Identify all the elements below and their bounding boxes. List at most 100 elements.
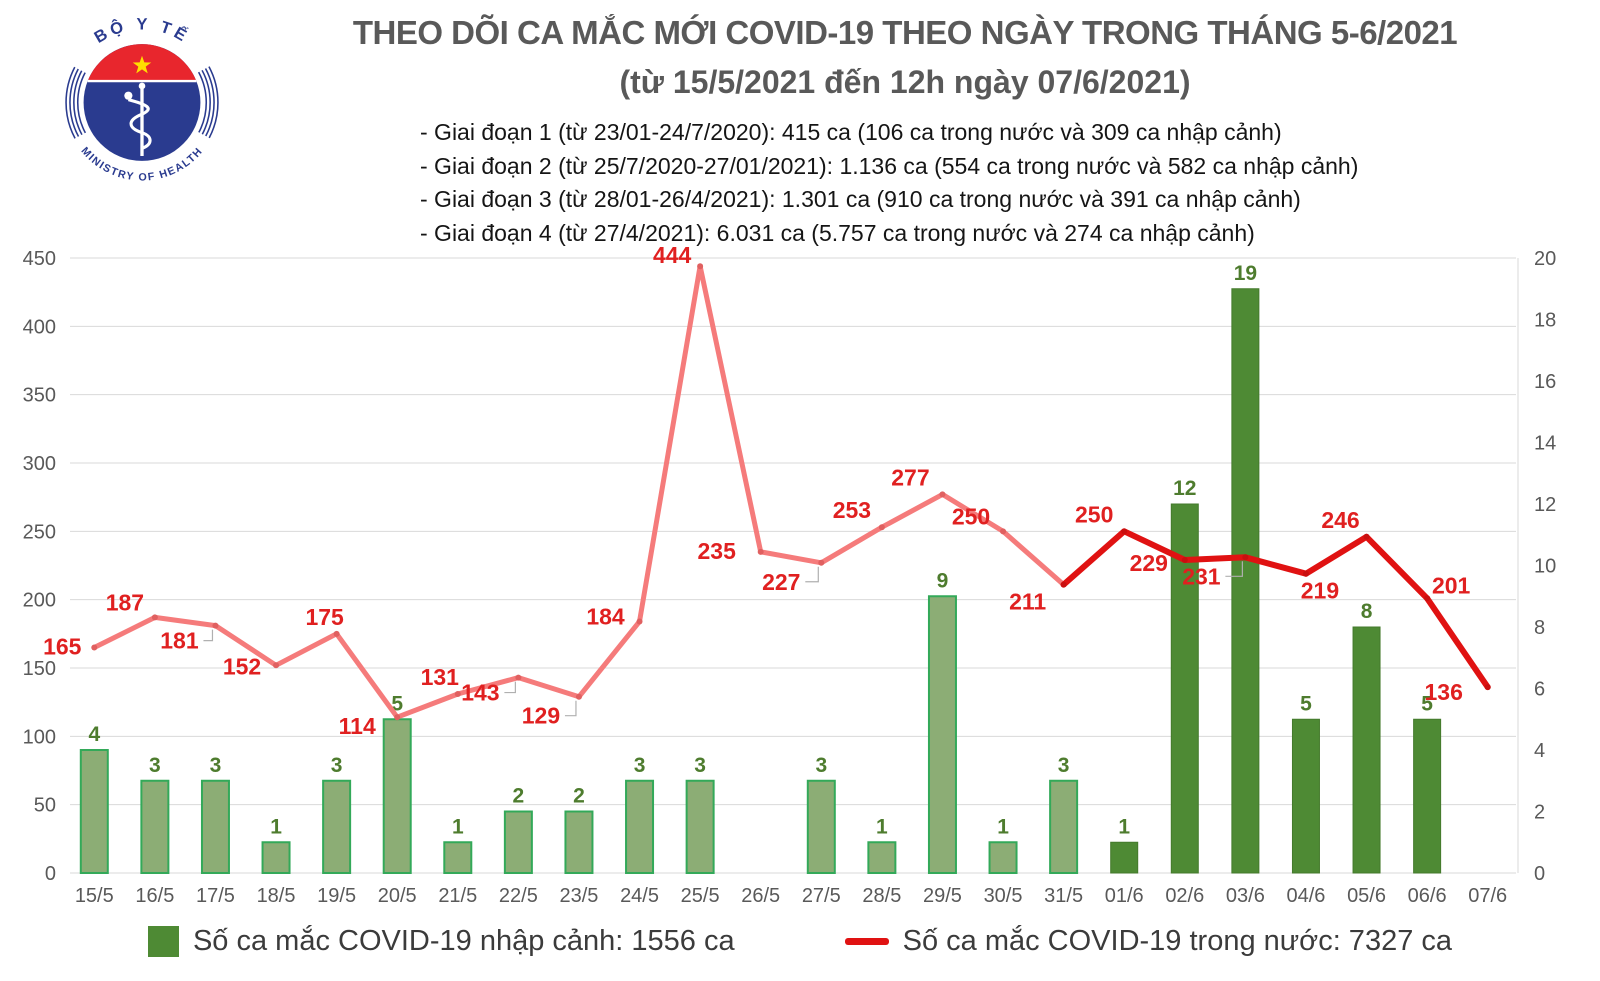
line-value-label: 227 (762, 569, 800, 595)
line-point (273, 662, 280, 669)
label-leader-line (805, 566, 819, 583)
left-axis-tick-label: 150 (23, 658, 56, 680)
line-point (1424, 595, 1431, 602)
logo-side-arcs (65, 25, 219, 180)
right-axis-tick-label: 20 (1534, 248, 1556, 270)
domestic-line-june (1060, 528, 1491, 691)
line-point (1484, 684, 1491, 691)
note-phase-4: - Giai đoạn 4 (từ 27/4/2021): 6.031 ca (… (420, 219, 1255, 246)
line-point (151, 614, 158, 621)
chart-legend: Số ca mắc COVID-19 nhập cảnh: 1556 ca Số… (0, 912, 1600, 970)
bar-value-label: 1 (452, 815, 464, 838)
left-axis-tick-label: 450 (23, 248, 56, 270)
x-axis-label: 29/5 (923, 885, 962, 907)
x-axis-label: 22/5 (499, 885, 538, 907)
bar-value-label: 1 (876, 815, 888, 838)
legend-line-swatch (844, 937, 889, 945)
x-axis-label: 25/5 (681, 885, 720, 907)
bar-value-label: 4 (88, 723, 100, 746)
imported-cases-bar (1291, 718, 1320, 874)
svg-text:BỘ Y TẾ: BỘ Y TẾ (91, 14, 193, 47)
line-point (757, 548, 764, 555)
x-axis-label: 20/5 (378, 885, 417, 907)
imported-cases-bar (1352, 626, 1381, 874)
bar-value-label: 9 (937, 569, 949, 592)
imported-cases-bar (867, 841, 897, 874)
imported-cases-bar (443, 841, 473, 874)
x-axis-label: 16/5 (135, 885, 174, 907)
bar-value-label: 3 (149, 754, 161, 777)
x-axis-label: 19/5 (317, 885, 356, 907)
bar-value-label: 2 (573, 785, 585, 808)
line-value-label: 114 (339, 713, 376, 739)
label-leader-line (203, 629, 214, 642)
line-value-label: 129 (522, 703, 560, 729)
x-axis-label: 04/6 (1286, 885, 1325, 907)
line-value-label: 136 (1425, 679, 1463, 705)
bar-value-label: 3 (815, 754, 827, 777)
line-value-label: 277 (891, 464, 929, 490)
bar-value-label: 3 (694, 754, 706, 777)
left-axis-tick-label: 400 (23, 316, 56, 338)
right-axis-tick-label: 6 (1534, 679, 1545, 701)
line-point (1121, 528, 1128, 535)
bar-value-label: 5 (1421, 692, 1433, 715)
line-point (515, 674, 522, 681)
left-axis-tick-label: 350 (23, 385, 56, 407)
line-point (91, 644, 98, 651)
line-point (1302, 570, 1309, 577)
right-axis-tick-label: 4 (1534, 740, 1545, 762)
bar-value-label: 19 (1234, 262, 1257, 285)
right-axis-tick-label: 18 (1534, 310, 1556, 332)
line-value-label: 175 (305, 604, 344, 630)
x-axis-label: 24/5 (620, 885, 659, 907)
imported-cases-bar (685, 779, 715, 874)
line-point (818, 559, 825, 566)
bar-value-label: 1 (270, 815, 282, 838)
covid-combo-chart: 0501001502002503003504004500246810121416… (23, 242, 1557, 907)
left-axis-tick-label: 200 (23, 590, 56, 612)
domestic-line-may (91, 263, 1067, 720)
line-point (333, 630, 340, 637)
x-axis-label: 31/5 (1044, 885, 1083, 907)
x-axis-label: 15/5 (75, 885, 114, 907)
imported-cases-bar (1110, 841, 1139, 874)
x-axis-label: 03/6 (1226, 885, 1265, 907)
line-value-label: 165 (43, 634, 82, 660)
x-axis-label: 05/6 (1347, 885, 1386, 907)
left-axis-tick-label: 100 (23, 726, 56, 748)
line-value-label: 235 (698, 538, 737, 564)
imported-cases-bar (625, 779, 655, 874)
right-axis-tick-label: 16 (1534, 371, 1556, 393)
imported-cases-bar (79, 749, 109, 874)
x-axis-label: 26/5 (741, 885, 780, 907)
line-point (1060, 581, 1067, 588)
imported-cases-bar (988, 841, 1018, 874)
imported-cases-bar (200, 779, 230, 874)
x-axis-label: 23/5 (559, 885, 598, 907)
logo-top-text: BỘ Y TẾ (91, 14, 190, 47)
line-point (939, 491, 946, 498)
note-phase-1: - Giai đoạn 1 (từ 23/01-24/7/2020): 415 … (420, 119, 1282, 145)
legend-item-imported: Số ca mắc COVID-19 nhập cảnh: 1556 ca (147, 925, 735, 958)
line-point (636, 618, 643, 625)
right-axis-tick-label: 0 (1534, 863, 1545, 885)
imported-cases-bar (806, 779, 836, 874)
line-point (394, 714, 401, 721)
right-axis-tick-label: 10 (1534, 556, 1556, 578)
imported-cases-bar (503, 810, 533, 874)
line-point (1363, 533, 1370, 540)
rod-of-asclepius-icon (124, 82, 152, 157)
x-axis-label: 01/6 (1105, 885, 1144, 907)
left-axis-tick-label: 0 (45, 863, 56, 885)
line-point (1000, 528, 1007, 535)
imported-cases-bar (1231, 288, 1260, 874)
x-axis-label: 02/6 (1165, 885, 1204, 907)
line-point (454, 690, 461, 697)
line-value-label: 211 (1009, 589, 1046, 615)
imported-cases-bar (322, 779, 352, 874)
line-value-label: 143 (461, 680, 499, 706)
imported-cases-bar (1413, 718, 1442, 874)
line-value-label: 181 (160, 628, 199, 654)
